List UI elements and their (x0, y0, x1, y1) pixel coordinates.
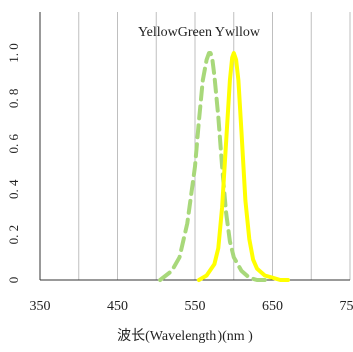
x-tick-label-550: 550 (185, 299, 206, 314)
y-tick-label-2: 0. 4 (6, 179, 21, 199)
series-line-1 (199, 53, 288, 280)
grid-layer (79, 12, 350, 280)
y-tick-label-3: 0. 6 (6, 134, 21, 154)
y-tick-label-1: 0. 2 (6, 225, 21, 245)
y-tick-label-4: 0. 8 (6, 89, 21, 109)
x-tick-label-450: 450 (107, 299, 128, 314)
x-tick-label-350: 350 (30, 299, 51, 314)
x-tick-label-650: 650 (262, 299, 283, 314)
tick-layer: 350 450 550 650 750 0 0. 2 0. 4 0. 6 0. 8 1. 0 (6, 43, 353, 314)
y-tick-label-0: 0 (6, 277, 21, 284)
series-layer (160, 53, 288, 280)
x-tick-label-750: 750 (340, 299, 353, 314)
y-tick-label-5: 1. 0 (6, 43, 21, 63)
legend-label: YellowGreen Ywllow (138, 25, 261, 40)
x-axis-title: 波长(Wavelength )(nm ) (117, 328, 253, 344)
